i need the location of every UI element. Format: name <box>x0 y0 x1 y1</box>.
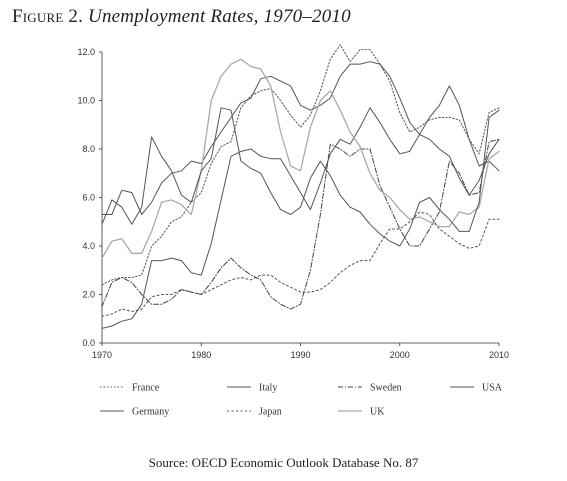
series-line-italy <box>102 62 499 215</box>
legend-label-uk: UK <box>370 407 385 418</box>
y-tick-label: 2.0 <box>82 290 95 300</box>
y-tick-label: 6.0 <box>82 193 95 203</box>
chart-series-lines <box>102 45 499 329</box>
y-tick-label: 12.0 <box>77 47 95 57</box>
source-rest: Economic Outlook Database No. 87 <box>227 455 418 470</box>
series-line-sweden <box>102 139 499 309</box>
y-tick-label: 4.0 <box>82 241 95 251</box>
series-line-usa <box>102 108 499 246</box>
legend-label-italy: Italy <box>259 383 277 394</box>
unemployment-line-chart: 0.0 2.0 4.0 6.0 8.0 10.0 12.0 1970 1980 1990 2000 2… <box>0 0 567 450</box>
series-line-uk <box>102 59 499 258</box>
y-tick-label: 8.0 <box>82 144 95 154</box>
series-line-japan <box>102 212 499 316</box>
y-tick-label: 10.0 <box>77 96 95 106</box>
source-org: OECD <box>192 455 227 470</box>
source-note: Source: OECD Economic Outlook Database N… <box>0 455 567 471</box>
legend-label-germany: Germany <box>132 407 169 418</box>
legend-label-usa: USA <box>482 383 503 394</box>
legend-label-japan: Japan <box>259 407 282 418</box>
x-tick-label: 2000 <box>390 350 410 360</box>
legend-label-france: France <box>132 383 160 394</box>
series-line-france <box>102 45 499 285</box>
x-tick-label: 1970 <box>92 350 112 360</box>
chart-legend: France Italy Sweden USA Germany Japan UK <box>100 383 503 418</box>
x-tick-label: 2010 <box>489 350 509 360</box>
x-tick-label: 1990 <box>290 350 310 360</box>
legend-label-sweden: Sweden <box>370 383 402 394</box>
x-tick-label: 1980 <box>191 350 211 360</box>
y-tick-label: 0.0 <box>82 338 95 348</box>
source-prefix: Source: <box>149 455 192 470</box>
